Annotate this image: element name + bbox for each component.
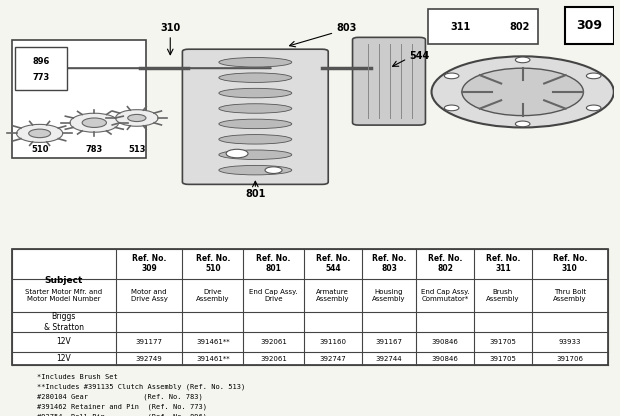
- Text: 311: 311: [451, 22, 471, 32]
- Circle shape: [587, 105, 601, 111]
- Ellipse shape: [219, 119, 292, 129]
- Text: 802: 802: [510, 22, 530, 32]
- Text: 801: 801: [245, 189, 265, 199]
- Ellipse shape: [219, 73, 292, 82]
- Circle shape: [587, 73, 601, 79]
- Text: Armature
Assembly: Armature Assembly: [316, 289, 350, 302]
- Ellipse shape: [219, 166, 292, 175]
- Text: 896: 896: [32, 57, 50, 66]
- Text: 544: 544: [409, 51, 430, 61]
- Text: Brush
Assembly: Brush Assembly: [486, 289, 520, 302]
- Text: 392749: 392749: [136, 356, 162, 362]
- Text: 310: 310: [160, 23, 180, 33]
- Circle shape: [265, 167, 282, 173]
- Text: Ref. No.
801: Ref. No. 801: [256, 254, 291, 273]
- Text: **Includes #391135 Clutch Assembly (Ref. No. 513): **Includes #391135 Clutch Assembly (Ref.…: [37, 384, 245, 390]
- Ellipse shape: [219, 104, 292, 113]
- Text: 93933: 93933: [559, 339, 581, 345]
- Text: Ref. No.
309: Ref. No. 309: [132, 254, 166, 273]
- Text: Ref. No.
803: Ref. No. 803: [372, 254, 406, 273]
- Text: 391167: 391167: [376, 339, 402, 345]
- Text: Motor and
Drive Assy: Motor and Drive Assy: [131, 289, 167, 302]
- Circle shape: [82, 118, 107, 127]
- Circle shape: [432, 56, 614, 127]
- Bar: [565, 7, 614, 45]
- Ellipse shape: [219, 150, 292, 159]
- Bar: [33, 61, 55, 75]
- Text: 390846: 390846: [432, 339, 459, 345]
- Text: #391462 Retainer and Pin  (Ref. No. 773): #391462 Retainer and Pin (Ref. No. 773): [37, 404, 206, 410]
- Text: Ref. No.
510: Ref. No. 510: [195, 254, 230, 273]
- Text: 391160: 391160: [319, 339, 347, 345]
- Text: End Cap Assy.
Commutator*: End Cap Assy. Commutator*: [421, 289, 469, 302]
- FancyBboxPatch shape: [182, 49, 328, 184]
- Text: 391461**: 391461**: [196, 356, 229, 362]
- Text: 391705: 391705: [489, 339, 516, 345]
- Circle shape: [515, 57, 530, 63]
- Text: 392061: 392061: [260, 339, 287, 345]
- Text: #93754  Roll Pin          (Ref. No. 896): #93754 Roll Pin (Ref. No. 896): [37, 414, 206, 416]
- FancyBboxPatch shape: [353, 37, 425, 125]
- Bar: [16, 47, 67, 89]
- Circle shape: [115, 110, 158, 126]
- Text: 510: 510: [31, 146, 48, 154]
- Text: Ref. No.
802: Ref. No. 802: [428, 254, 463, 273]
- Bar: [12, 249, 608, 365]
- Text: Starter Motor Mfr. and
Motor Model Number: Starter Motor Mfr. and Motor Model Numbe…: [25, 289, 102, 302]
- Text: 391706: 391706: [556, 356, 583, 362]
- Text: 392744: 392744: [376, 356, 402, 362]
- Text: 391461**: 391461**: [196, 339, 229, 345]
- Text: Ref. No.
544: Ref. No. 544: [316, 254, 350, 273]
- Circle shape: [128, 114, 146, 121]
- Text: 783: 783: [86, 146, 103, 154]
- Text: Housing
Assembly: Housing Assembly: [372, 289, 405, 302]
- Text: Briggs
& Stratton: Briggs & Stratton: [44, 312, 84, 332]
- Circle shape: [462, 68, 583, 116]
- Ellipse shape: [219, 88, 292, 98]
- Circle shape: [70, 113, 118, 132]
- Ellipse shape: [219, 135, 292, 144]
- Text: 309: 309: [577, 19, 603, 32]
- Circle shape: [445, 73, 459, 79]
- Text: 390846: 390846: [432, 356, 459, 362]
- Text: 392747: 392747: [319, 356, 346, 362]
- Text: Thru Bolt
Assembly: Thru Bolt Assembly: [553, 289, 587, 302]
- Circle shape: [226, 149, 248, 158]
- Text: Ref. No.
310: Ref. No. 310: [552, 254, 587, 273]
- Bar: [428, 9, 538, 45]
- Circle shape: [445, 105, 459, 111]
- Text: Ref. No.
311: Ref. No. 311: [485, 254, 520, 273]
- Text: 513: 513: [128, 146, 146, 154]
- Bar: [12, 40, 146, 158]
- Text: 12V: 12V: [56, 337, 71, 347]
- Ellipse shape: [219, 57, 292, 67]
- Text: 803: 803: [336, 23, 356, 33]
- Text: 392061: 392061: [260, 356, 287, 362]
- Text: 773: 773: [32, 73, 50, 82]
- Text: #280104 Gear             (Ref. No. 783): #280104 Gear (Ref. No. 783): [37, 394, 202, 400]
- Text: 391705: 391705: [489, 356, 516, 362]
- Circle shape: [17, 124, 63, 142]
- Circle shape: [29, 129, 51, 138]
- Circle shape: [515, 121, 530, 127]
- Text: 391177: 391177: [136, 339, 162, 345]
- Text: *Includes Brush Set: *Includes Brush Set: [37, 374, 117, 379]
- Text: End Cap Assy.
Drive: End Cap Assy. Drive: [249, 289, 298, 302]
- Text: Subject: Subject: [45, 276, 83, 285]
- Text: 12V: 12V: [56, 354, 71, 363]
- Text: Drive
Assembly: Drive Assembly: [196, 289, 229, 302]
